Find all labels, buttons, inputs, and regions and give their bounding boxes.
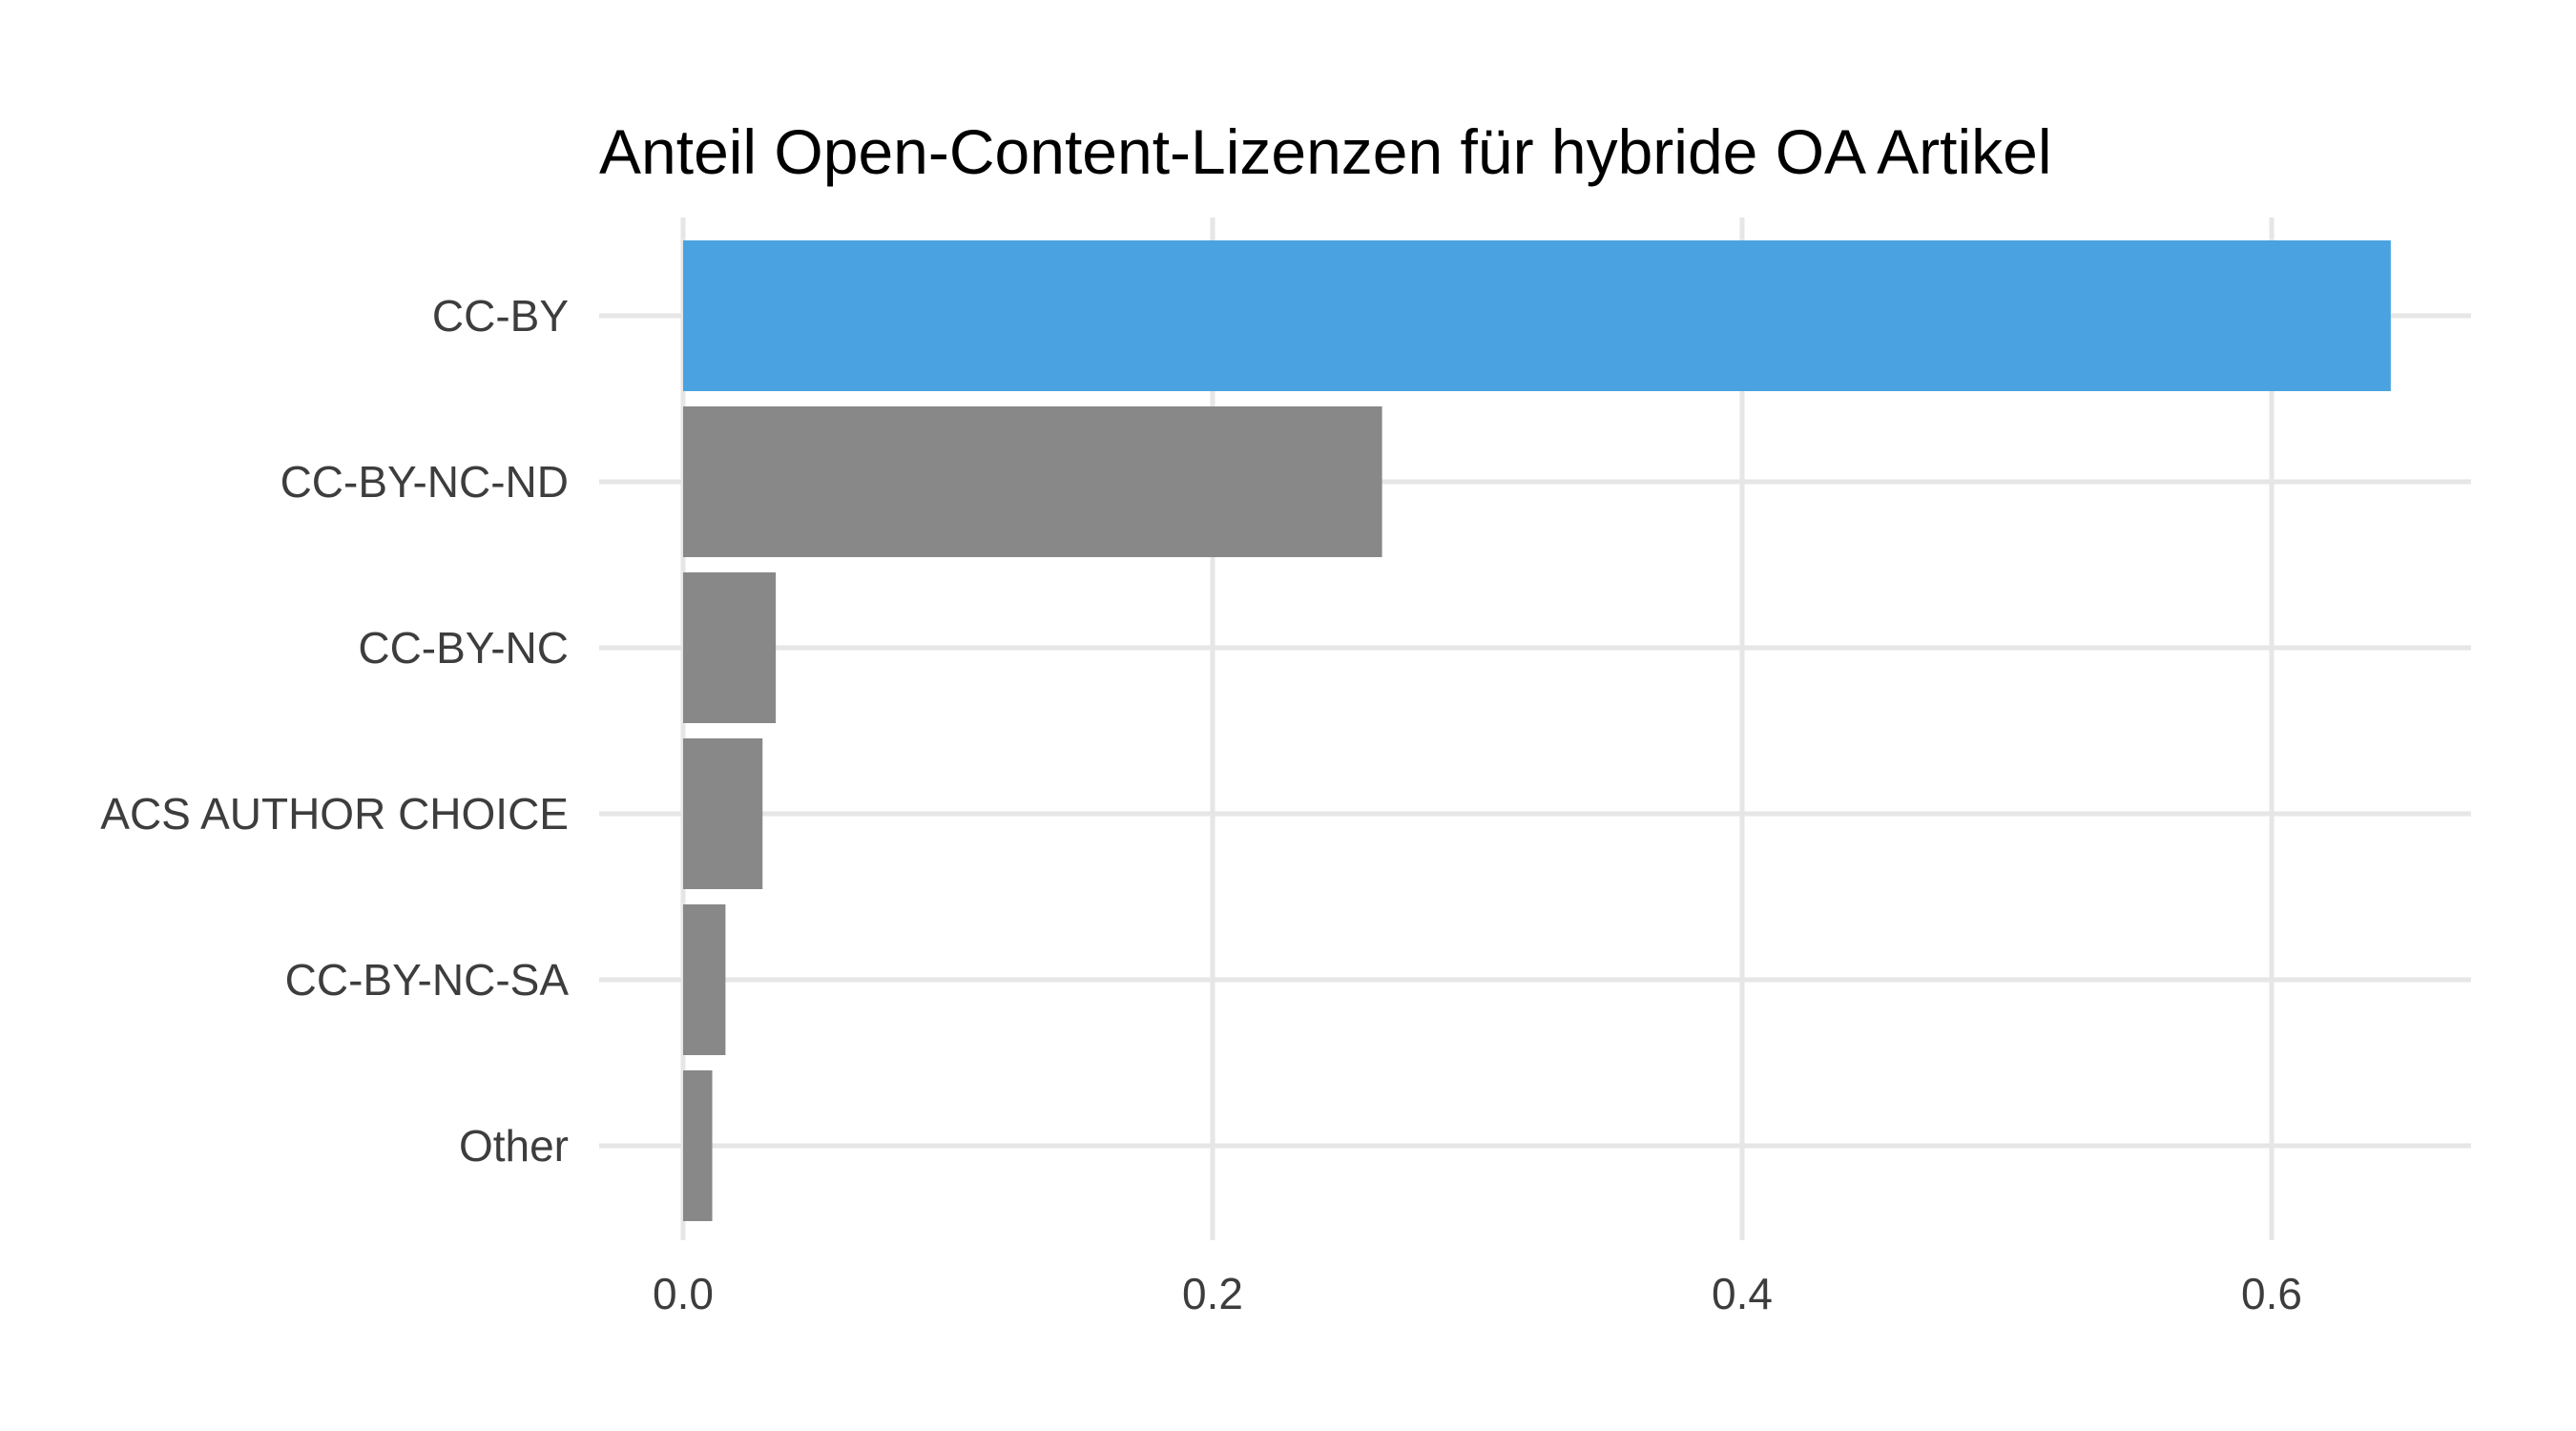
bar-cc-by	[683, 240, 2391, 391]
bars	[683, 240, 2391, 1221]
x-tick-label: 0.0	[653, 1269, 714, 1318]
category-label: CC-BY	[432, 291, 569, 341]
bar-acs-author-choice	[683, 738, 763, 889]
category-label: CC-BY-NC-ND	[280, 457, 569, 507]
chart-title: Anteil Open-Content-Lizenzen für hybride…	[599, 116, 2051, 187]
category-label: CC-BY-NC-SA	[285, 955, 570, 1005]
x-tick-label: 0.2	[1182, 1269, 1243, 1318]
bar-cc-by-nc-nd	[683, 406, 1382, 557]
bar-cc-by-nc	[683, 572, 777, 723]
category-label: Other	[459, 1121, 569, 1171]
category-label: CC-BY-NC	[358, 623, 569, 673]
x-tick-label: 0.6	[2241, 1269, 2302, 1318]
x-axis-ticks: 0.0 0.2 0.4 0.6	[653, 1269, 2302, 1318]
category-labels: CC-BY CC-BY-NC-ND CC-BY-NC ACS AUTHOR CHOIC…	[100, 291, 569, 1171]
x-tick-label: 0.4	[1712, 1269, 1773, 1318]
bar-cc-by-nc-sa	[683, 904, 726, 1055]
bar-other	[683, 1070, 713, 1221]
category-label: ACS AUTHOR CHOICE	[100, 789, 569, 839]
